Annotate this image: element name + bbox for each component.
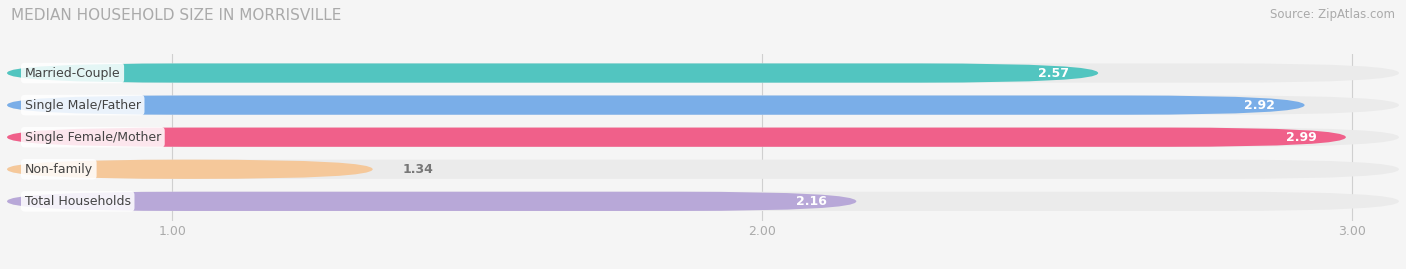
- Text: 2.16: 2.16: [796, 195, 827, 208]
- FancyBboxPatch shape: [7, 95, 1399, 115]
- Text: Non-family: Non-family: [25, 163, 93, 176]
- FancyBboxPatch shape: [7, 192, 1399, 211]
- FancyBboxPatch shape: [7, 63, 1098, 83]
- FancyBboxPatch shape: [7, 128, 1399, 147]
- Text: Single Male/Father: Single Male/Father: [25, 99, 141, 112]
- FancyBboxPatch shape: [7, 192, 856, 211]
- FancyBboxPatch shape: [7, 128, 1346, 147]
- Text: 2.57: 2.57: [1038, 66, 1069, 80]
- Text: 1.34: 1.34: [402, 163, 433, 176]
- FancyBboxPatch shape: [7, 160, 373, 179]
- Text: Married-Couple: Married-Couple: [25, 66, 121, 80]
- FancyBboxPatch shape: [7, 160, 1399, 179]
- FancyBboxPatch shape: [7, 95, 1305, 115]
- Text: Source: ZipAtlas.com: Source: ZipAtlas.com: [1270, 8, 1395, 21]
- Text: 2.92: 2.92: [1244, 99, 1275, 112]
- Text: Total Households: Total Households: [25, 195, 131, 208]
- Text: MEDIAN HOUSEHOLD SIZE IN MORRISVILLE: MEDIAN HOUSEHOLD SIZE IN MORRISVILLE: [11, 8, 342, 23]
- Text: Single Female/Mother: Single Female/Mother: [25, 131, 160, 144]
- FancyBboxPatch shape: [7, 63, 1399, 83]
- Text: 2.99: 2.99: [1285, 131, 1316, 144]
